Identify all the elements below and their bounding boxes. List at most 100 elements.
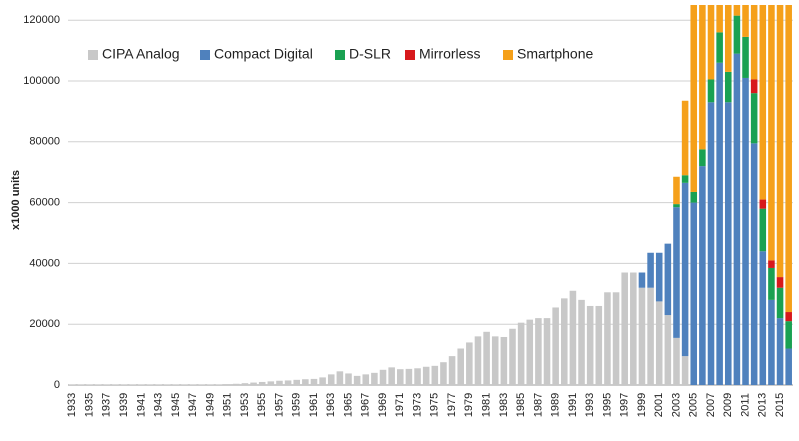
x-tick-label: 1945: [170, 393, 182, 417]
x-tick-label: 1967: [360, 393, 372, 417]
x-tick-label: 1943: [153, 393, 165, 417]
x-tick-label: 1969: [377, 393, 389, 417]
bar-segment: [682, 183, 689, 356]
bar-segment: [285, 380, 292, 385]
bar-segment: [259, 382, 266, 385]
bar-segment: [777, 0, 784, 277]
bar-segment: [526, 320, 533, 385]
bar-segment: [725, 72, 732, 102]
bar-segment: [466, 342, 473, 385]
y-tick-label: 20000: [29, 318, 60, 330]
bar-segment: [699, 166, 706, 385]
bar-segment: [587, 306, 594, 385]
bar-segment: [475, 336, 482, 385]
bar-segment: [673, 338, 680, 385]
bar-segment: [613, 292, 620, 385]
bar-segment: [725, 0, 732, 72]
x-tick-label: 1955: [256, 393, 268, 417]
x-tick-label: 1991: [567, 393, 579, 417]
bar-segment: [406, 369, 413, 385]
bar-segment: [751, 0, 758, 79]
x-tick-label: 1981: [481, 393, 493, 417]
bar-segment: [224, 384, 231, 385]
bar-segment: [362, 374, 369, 385]
x-tick-label: 2015: [774, 393, 786, 417]
bar-segment: [708, 102, 715, 385]
x-tick-label: 1993: [584, 393, 596, 417]
bar-segment: [250, 383, 257, 385]
bar-segment: [457, 349, 464, 385]
legend-swatch: [335, 50, 345, 60]
bar-segment: [751, 79, 758, 93]
x-tick-label: 2013: [757, 393, 769, 417]
y-tick-label: 60000: [29, 197, 60, 209]
bar-segment: [440, 362, 447, 385]
bar-segment: [656, 301, 663, 385]
bar-segment: [690, 0, 697, 192]
bar-segment: [233, 384, 240, 385]
bar-segment: [501, 337, 508, 385]
bar-segment: [734, 0, 741, 16]
x-tick-label: 1975: [429, 393, 441, 417]
bar-segment: [716, 0, 723, 32]
bar-segment: [768, 300, 775, 385]
bar-segment: [432, 366, 439, 385]
bar-segment: [492, 336, 499, 385]
bar-segment: [319, 377, 326, 385]
bar-segment: [518, 323, 525, 385]
bar-segment: [397, 369, 404, 385]
x-tick-label: 2001: [653, 393, 665, 417]
x-tick-label: 1953: [239, 393, 251, 417]
bar-segment: [785, 0, 792, 312]
legend-swatch: [200, 50, 210, 60]
bar-segment: [570, 291, 577, 385]
bar-segment: [690, 192, 697, 203]
bar-segment: [535, 318, 542, 385]
legend-label: CIPA Analog: [102, 46, 180, 62]
bar-segment: [621, 273, 628, 385]
y-tick-label: 80000: [29, 136, 60, 148]
y-tick-label: 120000: [23, 14, 60, 26]
bar-segment: [682, 175, 689, 183]
bar-segment: [414, 368, 421, 385]
bar-segment: [777, 288, 784, 318]
bar-segment: [768, 0, 775, 260]
bar-segment: [708, 0, 715, 79]
bar-segment: [760, 0, 767, 200]
bar-segment: [647, 288, 654, 385]
bar-segment: [742, 78, 749, 385]
bar-segment: [725, 102, 732, 385]
legend-swatch: [88, 50, 98, 60]
bar-segment: [708, 79, 715, 102]
x-tick-label: 1961: [308, 393, 320, 417]
bar-segment: [760, 251, 767, 385]
bar-segment: [276, 381, 283, 385]
bar-segment: [682, 356, 689, 385]
bar-segment: [656, 253, 663, 302]
bar-segment: [337, 371, 344, 385]
x-tick-label: 1947: [187, 393, 199, 417]
bar-segment: [578, 300, 585, 385]
x-tick-label: 1973: [411, 393, 423, 417]
bar-segment: [673, 204, 680, 207]
bar-segment: [552, 307, 559, 385]
x-tick-label: 1979: [463, 393, 475, 417]
x-tick-label: 1949: [204, 393, 216, 417]
x-tick-label: 1977: [446, 393, 458, 417]
x-tick-label: 1965: [342, 393, 354, 417]
legend-label: Smartphone: [517, 46, 593, 62]
x-tick-label: 2009: [722, 393, 734, 417]
bar-segment: [604, 292, 611, 385]
bar-segment: [328, 374, 335, 385]
x-tick-label: 1939: [118, 393, 130, 417]
x-tick-label: 1971: [394, 393, 406, 417]
bar-segment: [751, 93, 758, 143]
y-tick-label: 0: [54, 379, 60, 391]
bar-segment: [371, 373, 378, 385]
bar-segment: [293, 380, 300, 385]
bar-segment: [388, 367, 395, 385]
bar-segment: [268, 381, 275, 385]
